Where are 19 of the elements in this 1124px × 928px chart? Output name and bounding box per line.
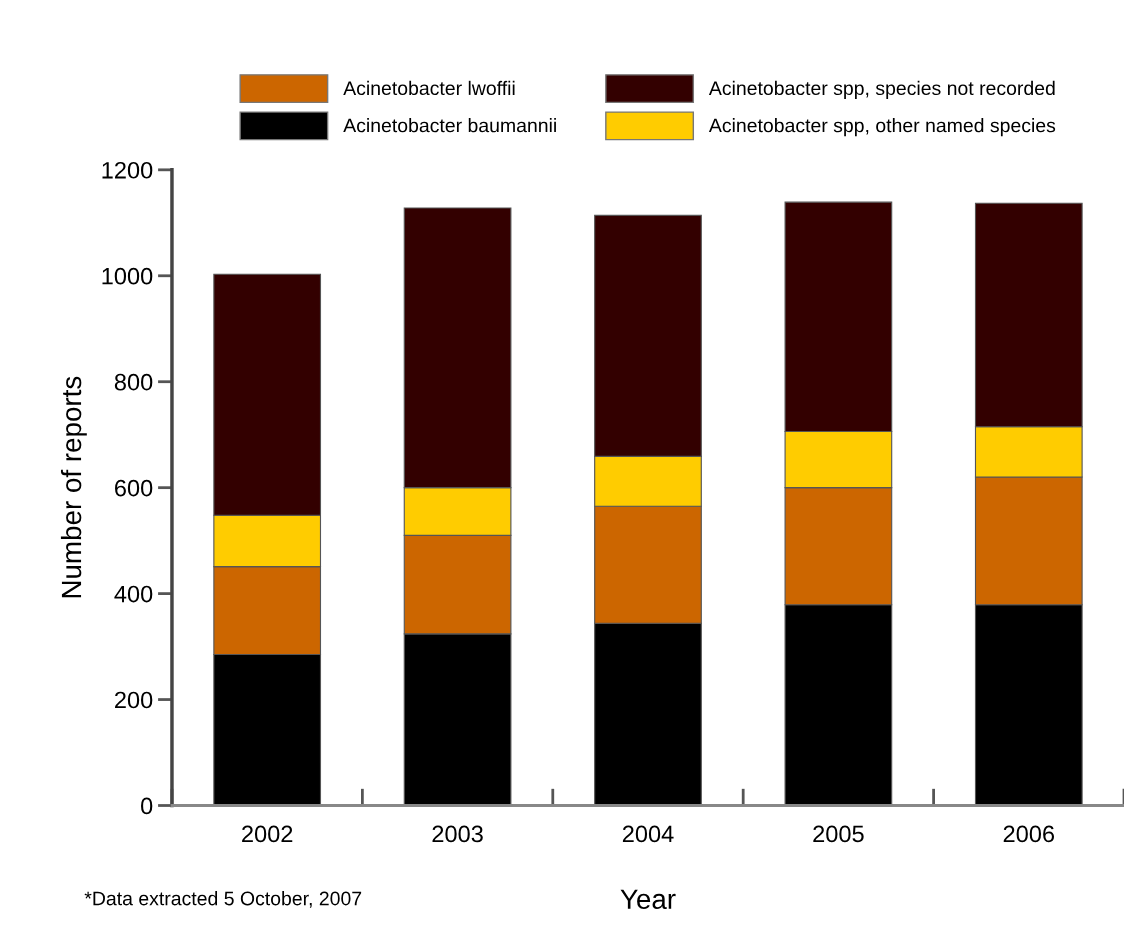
x-axis-title: Year	[620, 889, 676, 910]
legend-label: Acinetobacter spp, species not recorded	[708, 80, 1055, 99]
y-tick-label: 1200	[102, 161, 153, 179]
x-tick-label: 2005	[813, 825, 864, 843]
x-tick-label: 2006	[1003, 825, 1055, 843]
legend-label: Acinetobacter spp, other named species	[708, 118, 1056, 137]
y-tick-label: 400	[114, 585, 153, 603]
y-axis-title: Number of reports	[60, 376, 87, 598]
legend-label: Acinetobacter lwoffii	[343, 80, 515, 96]
y-tick-label: 200	[115, 691, 153, 709]
legend-label: Acinetobacter baumannii	[343, 118, 556, 133]
y-tick-label: 800	[114, 373, 153, 391]
y-tick-label: 1000	[102, 267, 153, 285]
x-tick-label: 2003	[432, 825, 483, 843]
x-tick-label: 2004	[622, 825, 674, 843]
text: *Data extracted 5 October, 2007	[84, 891, 362, 908]
y-tick-label: 600	[115, 479, 153, 497]
y-tick-label: 0	[141, 797, 153, 815]
x-tick-label: 2002	[242, 825, 293, 843]
